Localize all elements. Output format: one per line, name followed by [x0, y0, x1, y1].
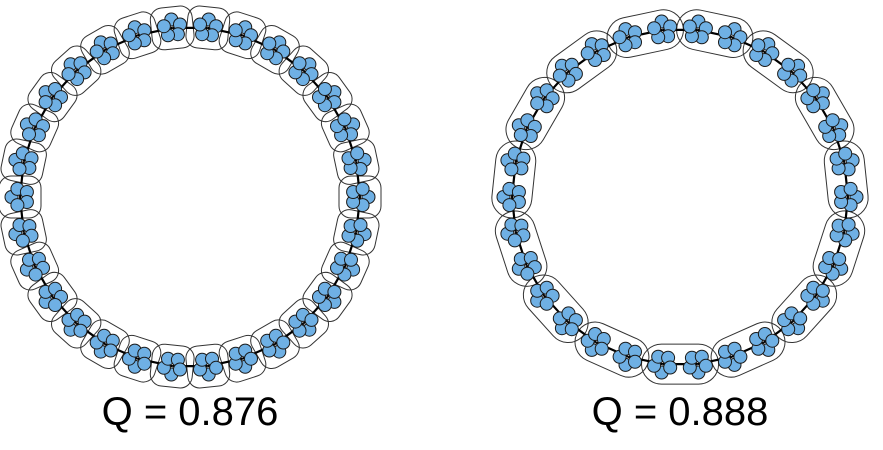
modularity-caption-left: Q = 0.876 [101, 390, 279, 434]
clique-node [751, 38, 766, 53]
clique-node [344, 252, 358, 267]
clique-node [350, 146, 365, 161]
clique-node [504, 162, 519, 177]
clique-node [12, 162, 27, 176]
community-outline [185, 343, 231, 389]
clique-node [103, 343, 118, 358]
clique-node [718, 25, 732, 40]
clique-node [815, 283, 830, 298]
clique-node [317, 82, 332, 96]
clique-node [663, 360, 678, 375]
clique-node [841, 217, 856, 232]
clique-node [304, 312, 319, 327]
clique-node [327, 284, 342, 299]
community-outlines [0, 5, 382, 389]
clique-node [564, 322, 579, 337]
clique-node [628, 354, 642, 369]
clique-node [552, 68, 567, 83]
community-outline [338, 175, 382, 219]
clique-node [698, 358, 713, 373]
clique-node [193, 17, 207, 32]
community-outline [185, 5, 231, 51]
modularity-caption-right: Q = 0.888 [591, 390, 769, 434]
clique-node [580, 46, 595, 61]
clique-node [781, 57, 796, 72]
clique-node [156, 19, 171, 34]
clique-node [22, 127, 36, 142]
clique-node [209, 360, 224, 375]
clique-node [10, 198, 25, 213]
panel-right-diagram [491, 9, 869, 385]
clique-node [806, 83, 821, 98]
clique-nodes [496, 14, 864, 380]
clique-node [137, 356, 152, 371]
community-outline [149, 5, 195, 51]
clique-node [262, 36, 277, 51]
clique-node [612, 30, 627, 45]
clique-node [843, 181, 858, 196]
clique-node [765, 333, 780, 348]
clique-node [122, 28, 136, 43]
clique-node [61, 67, 76, 82]
clique-node [38, 95, 53, 110]
clique-node [292, 56, 307, 71]
clique-node [733, 349, 748, 364]
clique-node [173, 362, 187, 377]
clique-node [244, 351, 258, 366]
clique-node [825, 113, 840, 128]
clique-node [276, 335, 291, 350]
panel-left-diagram [0, 5, 382, 389]
community-outlines [491, 9, 869, 385]
clique-node [507, 233, 522, 248]
clique-node [682, 19, 697, 34]
community-outline [149, 343, 195, 389]
clique-node [594, 341, 609, 356]
clique-node [520, 266, 535, 281]
clique-node [73, 323, 88, 338]
clique-node [353, 218, 368, 232]
clique-nodes [4, 12, 376, 382]
clique-node [89, 44, 104, 59]
clique-node [15, 233, 30, 248]
clique-node [513, 128, 528, 142]
clique-node [337, 112, 352, 127]
clique-node [647, 21, 662, 36]
clique-node [539, 296, 554, 311]
clique-node [48, 298, 63, 312]
clique-node [838, 146, 853, 161]
clique-node [28, 267, 43, 282]
clique-node [793, 311, 808, 326]
clique-node [530, 96, 545, 111]
community-outline [0, 175, 42, 219]
clique-node [832, 252, 847, 266]
clique-node [502, 198, 517, 213]
clique-node [355, 181, 370, 196]
clique-node [228, 23, 243, 38]
